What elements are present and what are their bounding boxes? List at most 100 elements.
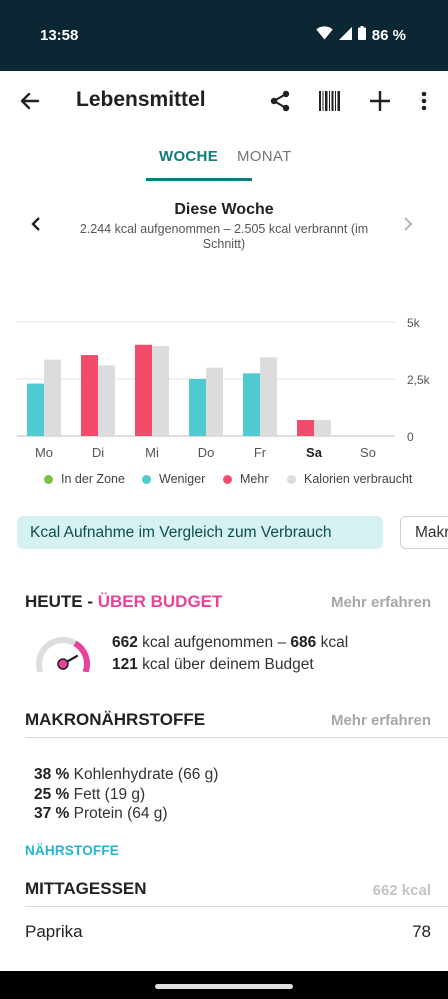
- budget-status: ÜBER BUDGET: [97, 592, 223, 611]
- legend-in-der-zone: In der Zone: [44, 472, 125, 486]
- macro-label: Kohlenhydrate (66 g): [69, 766, 219, 783]
- tab-monat[interactable]: MONAT: [237, 148, 292, 165]
- week-summary-line2: Schnitt): [202, 237, 246, 251]
- macro-item-protein: 37 % Protein (64 g): [34, 804, 218, 824]
- legend-label: In der Zone: [61, 472, 125, 486]
- meal-heading: MITTAGESSEN: [25, 879, 147, 898]
- chart-legend: In der Zone Weniger Mehr Kalorien verbra…: [0, 472, 448, 488]
- bar-burned-mi[interactable]: [152, 345, 169, 436]
- legend-label: Weniger: [159, 472, 206, 486]
- page-title: Lebensmittel: [76, 88, 206, 111]
- x-tick-label: Di: [92, 445, 104, 460]
- tab-woche[interactable]: WOCHE: [159, 148, 218, 165]
- weekly-calorie-chart: 5k 2,5k 0 Mo Di Mi Do Fr Sa So: [17, 316, 431, 460]
- y-tick-label: 2,5k: [407, 373, 431, 387]
- legend-dot: [287, 474, 296, 484]
- macro-percent: 38 %: [34, 766, 70, 783]
- bar-burned-mo[interactable]: [44, 359, 61, 436]
- week-summary: 2.244 kcal aufgenommen – 2.505 kcal verb…: [70, 222, 378, 252]
- week-title: Diese Woche: [174, 201, 274, 218]
- y-tick-label: 5k: [407, 316, 421, 330]
- signal-icon: [338, 26, 352, 44]
- system-navigation-bar: [0, 971, 448, 999]
- x-tick-label: Mo: [35, 445, 53, 460]
- week-navigator: Diese Woche 2.244 kcal aufgenommen – 2.5…: [0, 198, 448, 258]
- x-tick-label: Sa: [306, 445, 323, 460]
- more-vert-icon[interactable]: [410, 87, 438, 115]
- budget-summary: 662 kcal aufgenommen – 686 kcal 121 kcal…: [112, 632, 348, 676]
- legend-label: Kalorien verbraucht: [304, 472, 413, 486]
- legend-dot: [142, 474, 151, 484]
- bar-intake-mo[interactable]: [27, 383, 44, 436]
- x-tick-label: Do: [198, 445, 215, 460]
- budget-gauge-icon: [36, 637, 90, 672]
- y-tick-label: 0: [407, 430, 414, 444]
- kcal-burned: 686: [290, 634, 317, 651]
- bar-burned-do[interactable]: [206, 367, 223, 436]
- macros-learn-more-link[interactable]: Mehr erfahren: [330, 712, 431, 729]
- budget-line-intake: 662 kcal aufgenommen – 686 kcal: [112, 632, 348, 654]
- kcal-burned-label: kcal: [316, 634, 349, 651]
- barcode-icon[interactable]: [316, 87, 344, 115]
- legend-kalorien-verbraucht: Kalorien verbraucht: [287, 472, 412, 486]
- chevron-left-icon[interactable]: [30, 216, 42, 237]
- legend-dot: [223, 474, 232, 484]
- week-summary-line1: 2.244 kcal aufgenommen – 2.505 kcal verb…: [79, 222, 369, 236]
- chip-kcal-vergleich[interactable]: Kcal Aufnahme im Vergleich zum Verbrauch: [17, 516, 383, 549]
- today-heading: HEUTE - ÜBER BUDGET: [25, 592, 222, 612]
- bar-burned-sa[interactable]: [314, 420, 331, 436]
- meal-total: 662 kcal: [372, 882, 431, 899]
- share-icon[interactable]: [266, 87, 294, 115]
- bar-intake-mi[interactable]: [135, 344, 152, 436]
- macros-heading: MAKRONÄHRSTOFFE: [25, 710, 206, 729]
- status-icons: 86 %: [316, 26, 406, 44]
- chevron-right-icon[interactable]: [402, 216, 414, 237]
- bar-intake-fr[interactable]: [243, 373, 260, 436]
- macro-item-carbs: 38 % Kohlenhydrate (66 g): [34, 765, 218, 785]
- macro-item-fat: 25 % Fett (19 g): [34, 785, 218, 805]
- status-bar: 13:58 86 %: [0, 0, 448, 71]
- bar-intake-sa[interactable]: [297, 420, 314, 436]
- gauge-over-segment: [73, 640, 90, 672]
- legend-mehr: Mehr: [223, 472, 268, 486]
- active-tab-indicator: [146, 178, 252, 181]
- nutrients-link[interactable]: NÄHRSTOFFE: [25, 843, 120, 858]
- legend-dot: [44, 474, 53, 484]
- macro-label: Fett (19 g): [69, 785, 146, 803]
- macro-label: Protein (64 g): [69, 805, 168, 822]
- gauge-hub: [57, 658, 69, 670]
- legend-label: Mehr: [240, 472, 269, 486]
- today-learn-more-link[interactable]: Mehr erfahren: [330, 594, 431, 611]
- food-item-kcal: 78: [412, 922, 431, 941]
- divider: [25, 906, 448, 907]
- budget-line-over: 121 kcal über deinem Budget: [112, 654, 348, 676]
- wifi-icon: [316, 26, 333, 44]
- bar-intake-do[interactable]: [189, 379, 206, 436]
- x-tick-label: Fr: [254, 445, 267, 460]
- battery-icon: [357, 26, 366, 44]
- x-tick-label: Mi: [145, 445, 159, 460]
- divider: [25, 737, 448, 738]
- home-gesture-handle[interactable]: [155, 984, 293, 989]
- bar-burned-di[interactable]: [98, 365, 115, 436]
- macro-list: 38 % Kohlenhydrate (66 g) 25 % Fett (19 …: [34, 765, 218, 824]
- bar-burned-fr[interactable]: [260, 357, 277, 436]
- kcal-taken: 662: [112, 634, 138, 651]
- plus-icon[interactable]: [366, 87, 394, 115]
- bar-intake-di[interactable]: [81, 355, 98, 436]
- back-arrow-icon[interactable]: [18, 89, 42, 113]
- battery-level: 86 %: [371, 26, 406, 44]
- food-item-name[interactable]: Paprika: [25, 922, 83, 941]
- status-time: 13:58: [40, 27, 79, 44]
- x-tick-label: So: [360, 445, 376, 460]
- kcal-over: 121: [112, 656, 138, 673]
- chip-makronaehrstoffe[interactable]: Makronährstoffe: [400, 516, 448, 549]
- macro-percent: 37 %: [34, 805, 70, 822]
- period-tabs: WOCHE MONAT: [0, 140, 448, 182]
- legend-weniger: Weniger: [142, 472, 205, 486]
- today-heading-prefix: HEUTE -: [25, 592, 98, 611]
- app-bar: Lebensmittel: [0, 71, 448, 131]
- kcal-taken-label: kcal aufgenommen –: [137, 634, 291, 651]
- kcal-over-label: kcal über deinem Budget: [137, 656, 314, 673]
- macro-percent: 25 %: [34, 785, 70, 803]
